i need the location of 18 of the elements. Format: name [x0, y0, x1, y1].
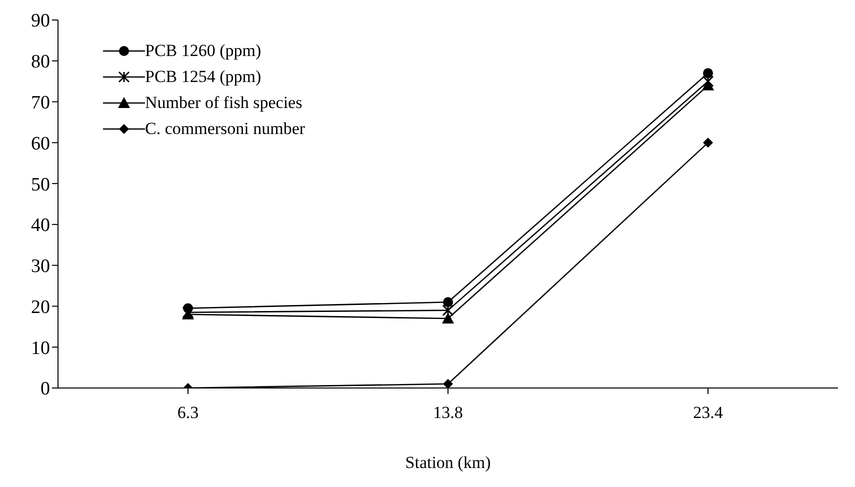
x-tick-label: 6.3: [177, 403, 199, 422]
y-tick-label: 20: [31, 296, 50, 318]
y-tick-label: 0: [40, 378, 50, 400]
y-tick-label: 80: [31, 52, 50, 73]
y-tick-label: 70: [31, 92, 50, 114]
x-axis-title: Station (km): [405, 453, 491, 472]
y-tick-label: 40: [31, 215, 50, 236]
legend-label: PCB 1260 (ppm): [145, 41, 262, 61]
legend-label: Number of fish species: [145, 93, 302, 113]
legend-label: C. commersoni number: [145, 119, 306, 139]
legend-label: PCB 1254 (ppm): [145, 67, 262, 87]
y-tick-label: 30: [31, 256, 50, 278]
y-tick-label: 10: [31, 338, 50, 359]
y-tick-label: 90: [31, 10, 50, 32]
y-tick-label: 50: [31, 174, 50, 196]
x-tick-label: 13.8: [433, 403, 463, 422]
y-tick-label: 60: [31, 133, 50, 154]
x-tick-label: 23.4: [693, 403, 724, 422]
